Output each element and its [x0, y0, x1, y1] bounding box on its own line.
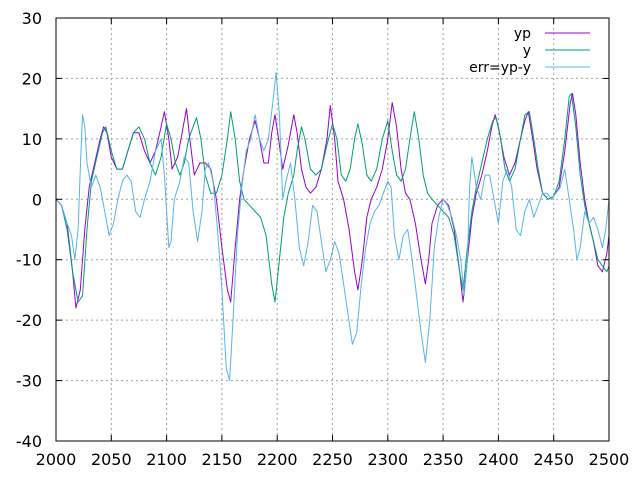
- legend-label: err=yp-y: [469, 60, 531, 76]
- x-tick-label: 2000: [36, 450, 77, 469]
- x-tick-label: 2200: [257, 450, 298, 469]
- y-tick-label: 10: [22, 130, 42, 149]
- legend-label: yp: [514, 26, 531, 42]
- series-line-y: [55, 93, 610, 303]
- x-tick-label: 2100: [146, 450, 187, 469]
- x-tick-label: 2250: [312, 450, 353, 469]
- x-tick-label: 2500: [589, 450, 630, 469]
- y-tick-label: -20: [16, 311, 42, 330]
- grid-lines: [56, 18, 609, 441]
- y-tick-label: 20: [22, 69, 42, 88]
- x-tick-label: 2050: [91, 450, 132, 469]
- x-tick-label: 2400: [478, 450, 519, 469]
- y-tick-label: -30: [16, 372, 42, 391]
- x-tick-label: 2150: [202, 450, 243, 469]
- y-tick-label: 0: [32, 190, 42, 209]
- x-tick-label: 2350: [423, 450, 464, 469]
- axis-ticks: 2000 2050 2100 2150 2200 2250 2300 2350 2400 2450…: [16, 9, 630, 469]
- x-tick-label: 2300: [367, 450, 408, 469]
- y-tick-label: -40: [16, 432, 42, 451]
- series-lines: [55, 71, 610, 382]
- x-tick-label: 2450: [533, 450, 574, 469]
- legend-label: y: [523, 43, 531, 59]
- y-tick-label: -10: [16, 251, 42, 270]
- y-tick-label: 30: [22, 9, 42, 28]
- series-line-err-yp-y: [55, 71, 610, 382]
